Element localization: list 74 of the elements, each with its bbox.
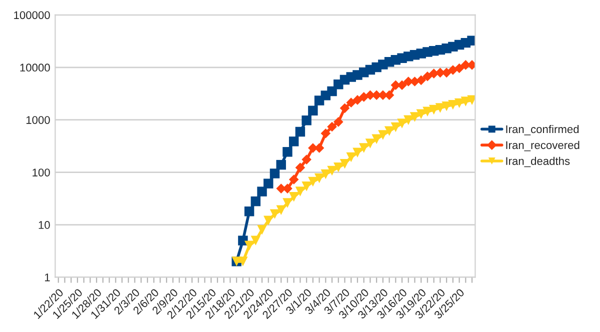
- y-tick-label: 100: [32, 168, 50, 176]
- point: [467, 36, 476, 46]
- point: [416, 109, 426, 120]
- point: [270, 168, 280, 178]
- point: [276, 205, 286, 216]
- point: [238, 256, 248, 266]
- point: [320, 128, 331, 138]
- legend-label: Iran_confirmed: [506, 124, 579, 136]
- y-tick-label: 10000: [20, 64, 50, 72]
- point: [244, 206, 254, 216]
- point: [264, 178, 274, 188]
- point: [276, 160, 286, 170]
- point: [442, 68, 452, 78]
- point: [442, 101, 452, 112]
- point: [448, 100, 458, 110]
- point: [327, 166, 337, 176]
- point: [384, 126, 394, 136]
- point: [454, 98, 464, 108]
- point: [327, 122, 337, 132]
- point: [358, 143, 369, 153]
- point: [250, 196, 261, 206]
- y-tick-label: 10: [38, 221, 50, 229]
- legend-label: Iran_recovered: [506, 140, 580, 152]
- point: [320, 169, 331, 180]
- point: [428, 104, 439, 115]
- point: [346, 98, 356, 108]
- point: [410, 112, 420, 122]
- point: [270, 209, 280, 219]
- point: [365, 138, 376, 148]
- point: [282, 198, 292, 208]
- point: [282, 147, 292, 157]
- point: [460, 96, 471, 106]
- point: [295, 126, 306, 137]
- legend-label: Iran_deadths: [506, 156, 570, 168]
- point: [295, 162, 306, 172]
- point: [257, 186, 267, 196]
- point: [372, 134, 382, 144]
- point: [340, 103, 350, 114]
- point: [327, 86, 337, 96]
- y-tick-label: 1000: [26, 116, 50, 124]
- y-tick-label: 1: [45, 274, 50, 282]
- point: [416, 75, 426, 86]
- point: [288, 174, 299, 184]
- point: [390, 122, 401, 132]
- point: [454, 63, 464, 74]
- point: [346, 152, 356, 162]
- point: [302, 116, 312, 126]
- point: [302, 154, 312, 164]
- point: [378, 130, 388, 140]
- point: [435, 103, 446, 113]
- point: [302, 181, 312, 192]
- point: [352, 148, 362, 158]
- point: [295, 186, 306, 196]
- point: [282, 184, 292, 194]
- point: [352, 95, 362, 105]
- point: [334, 162, 344, 172]
- point: [308, 176, 318, 187]
- point: [397, 80, 407, 90]
- point: [333, 117, 344, 127]
- point: [314, 173, 324, 184]
- point: [244, 240, 254, 250]
- point: [422, 106, 432, 117]
- y-tick-label: 100000: [14, 11, 50, 20]
- point: [257, 224, 267, 235]
- point: [397, 118, 407, 128]
- point: [358, 92, 369, 102]
- point: [422, 71, 432, 82]
- point: [288, 192, 299, 202]
- point: [250, 236, 261, 246]
- point: [467, 95, 476, 105]
- point: [340, 158, 350, 169]
- point: [308, 106, 318, 116]
- point: [288, 136, 299, 146]
- point: [264, 216, 274, 226]
